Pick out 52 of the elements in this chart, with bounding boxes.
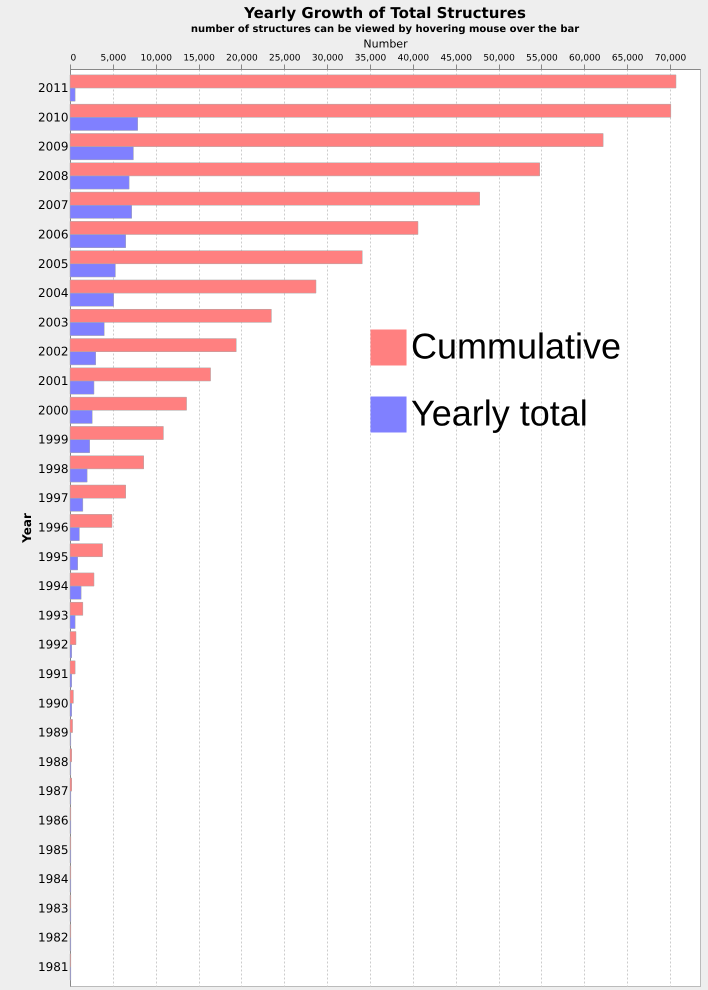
- x-tick-label: 70,000: [654, 54, 687, 64]
- y-tick-label: 1986: [38, 813, 68, 828]
- y-tick-label: 1992: [38, 638, 68, 652]
- y-tick-label: 2010: [38, 110, 68, 124]
- chart-title: Yearly Growth of Total Structures: [243, 4, 526, 22]
- x-tick-label: 40,000: [398, 54, 430, 64]
- x-tick-label: 45,000: [440, 54, 472, 64]
- x-tick-label: 25,000: [269, 54, 301, 64]
- x-tick-label: 10,000: [140, 54, 172, 64]
- x-tick-label: 0: [70, 54, 76, 64]
- x-tick-label: 35,000: [354, 54, 387, 64]
- x-tick-label: 30,000: [312, 54, 344, 64]
- y-tick-label: 1990: [38, 696, 68, 710]
- y-tick-label: 1998: [38, 462, 68, 476]
- y-tick-label: 2008: [38, 168, 68, 183]
- x-tick-label: 15,000: [183, 54, 216, 64]
- y-tick-label: 2007: [38, 198, 68, 212]
- y-tick-label: 2003: [38, 315, 68, 330]
- y-tick-label: 2004: [38, 286, 68, 300]
- y-axis-title: Year: [20, 513, 34, 544]
- y-tick-label: 2011: [38, 81, 68, 96]
- y-tick-label: 2002: [38, 344, 68, 359]
- x-tick-label: 20,000: [226, 54, 258, 64]
- y-tick-label: 1988: [38, 754, 68, 769]
- y-tick-label: 1982: [38, 930, 68, 945]
- y-tick-label: 1985: [38, 842, 68, 857]
- y-tick-label: 1989: [38, 726, 68, 740]
- y-tick-label: 2001: [38, 374, 68, 388]
- y-tick-label: 1997: [38, 491, 68, 506]
- y-tick-label: 1981: [38, 960, 68, 974]
- y-tick-label: 2006: [38, 228, 68, 242]
- x-tick-label: 60,000: [569, 54, 601, 64]
- x-tick-label: 65,000: [612, 54, 644, 64]
- y-tick-label: 2000: [38, 403, 68, 418]
- y-tick-label: 1983: [38, 901, 68, 916]
- y-tick-label: 1996: [38, 520, 68, 534]
- y-tick-label: 1995: [38, 550, 68, 564]
- x-axis-title: Number: [363, 38, 408, 50]
- y-tick-label: 1993: [38, 608, 68, 622]
- x-tick-label: 50,000: [483, 54, 516, 64]
- y-tick-label: 1991: [38, 666, 68, 681]
- x-tick-label: 55,000: [526, 54, 558, 64]
- y-tick-label: 2009: [38, 140, 68, 154]
- legend-label: Yearly total: [411, 392, 588, 434]
- legend-label: Cummulative: [411, 326, 622, 366]
- chart-subtitle: number of structures can be viewed by hovering mouse over the bar: [190, 24, 580, 35]
- y-tick-label: 2005: [38, 256, 68, 271]
- y-tick-label: 1994: [38, 579, 68, 594]
- y-tick-label: 1999: [38, 432, 68, 447]
- y-tick-label: 1984: [38, 872, 68, 886]
- y-tick-label: 1987: [38, 784, 68, 798]
- x-tick-label: 5,000: [100, 54, 127, 64]
